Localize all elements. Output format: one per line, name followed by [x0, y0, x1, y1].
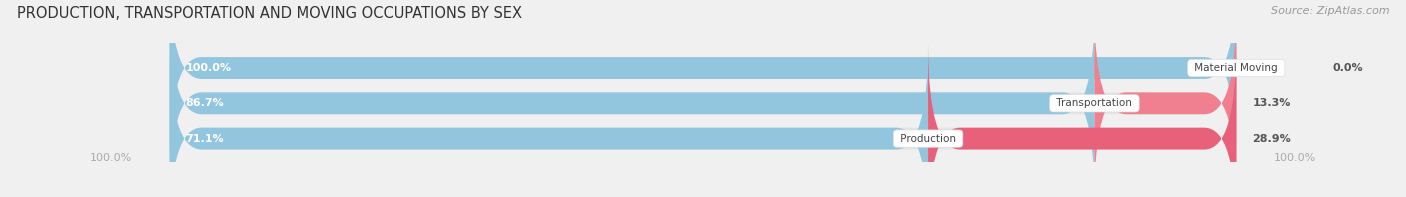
FancyBboxPatch shape	[170, 44, 1236, 197]
Text: 100.0%: 100.0%	[1274, 153, 1316, 163]
FancyBboxPatch shape	[170, 0, 1236, 163]
Text: 71.1%: 71.1%	[186, 134, 225, 144]
Text: 13.3%: 13.3%	[1253, 98, 1291, 108]
Text: PRODUCTION, TRANSPORTATION AND MOVING OCCUPATIONS BY SEX: PRODUCTION, TRANSPORTATION AND MOVING OC…	[17, 6, 522, 21]
FancyBboxPatch shape	[1094, 8, 1236, 197]
Text: 100.0%: 100.0%	[90, 153, 132, 163]
Text: 28.9%: 28.9%	[1253, 134, 1291, 144]
FancyBboxPatch shape	[170, 8, 1094, 197]
Text: Material Moving: Material Moving	[1191, 63, 1281, 73]
Text: Production: Production	[897, 134, 959, 144]
Text: Source: ZipAtlas.com: Source: ZipAtlas.com	[1271, 6, 1389, 16]
FancyBboxPatch shape	[928, 44, 1236, 197]
Text: 100.0%: 100.0%	[186, 63, 232, 73]
FancyBboxPatch shape	[170, 8, 1236, 197]
FancyBboxPatch shape	[170, 44, 928, 197]
Text: 0.0%: 0.0%	[1333, 63, 1362, 73]
Text: 86.7%: 86.7%	[186, 98, 225, 108]
Text: Transportation: Transportation	[1053, 98, 1136, 108]
FancyBboxPatch shape	[170, 0, 1236, 163]
